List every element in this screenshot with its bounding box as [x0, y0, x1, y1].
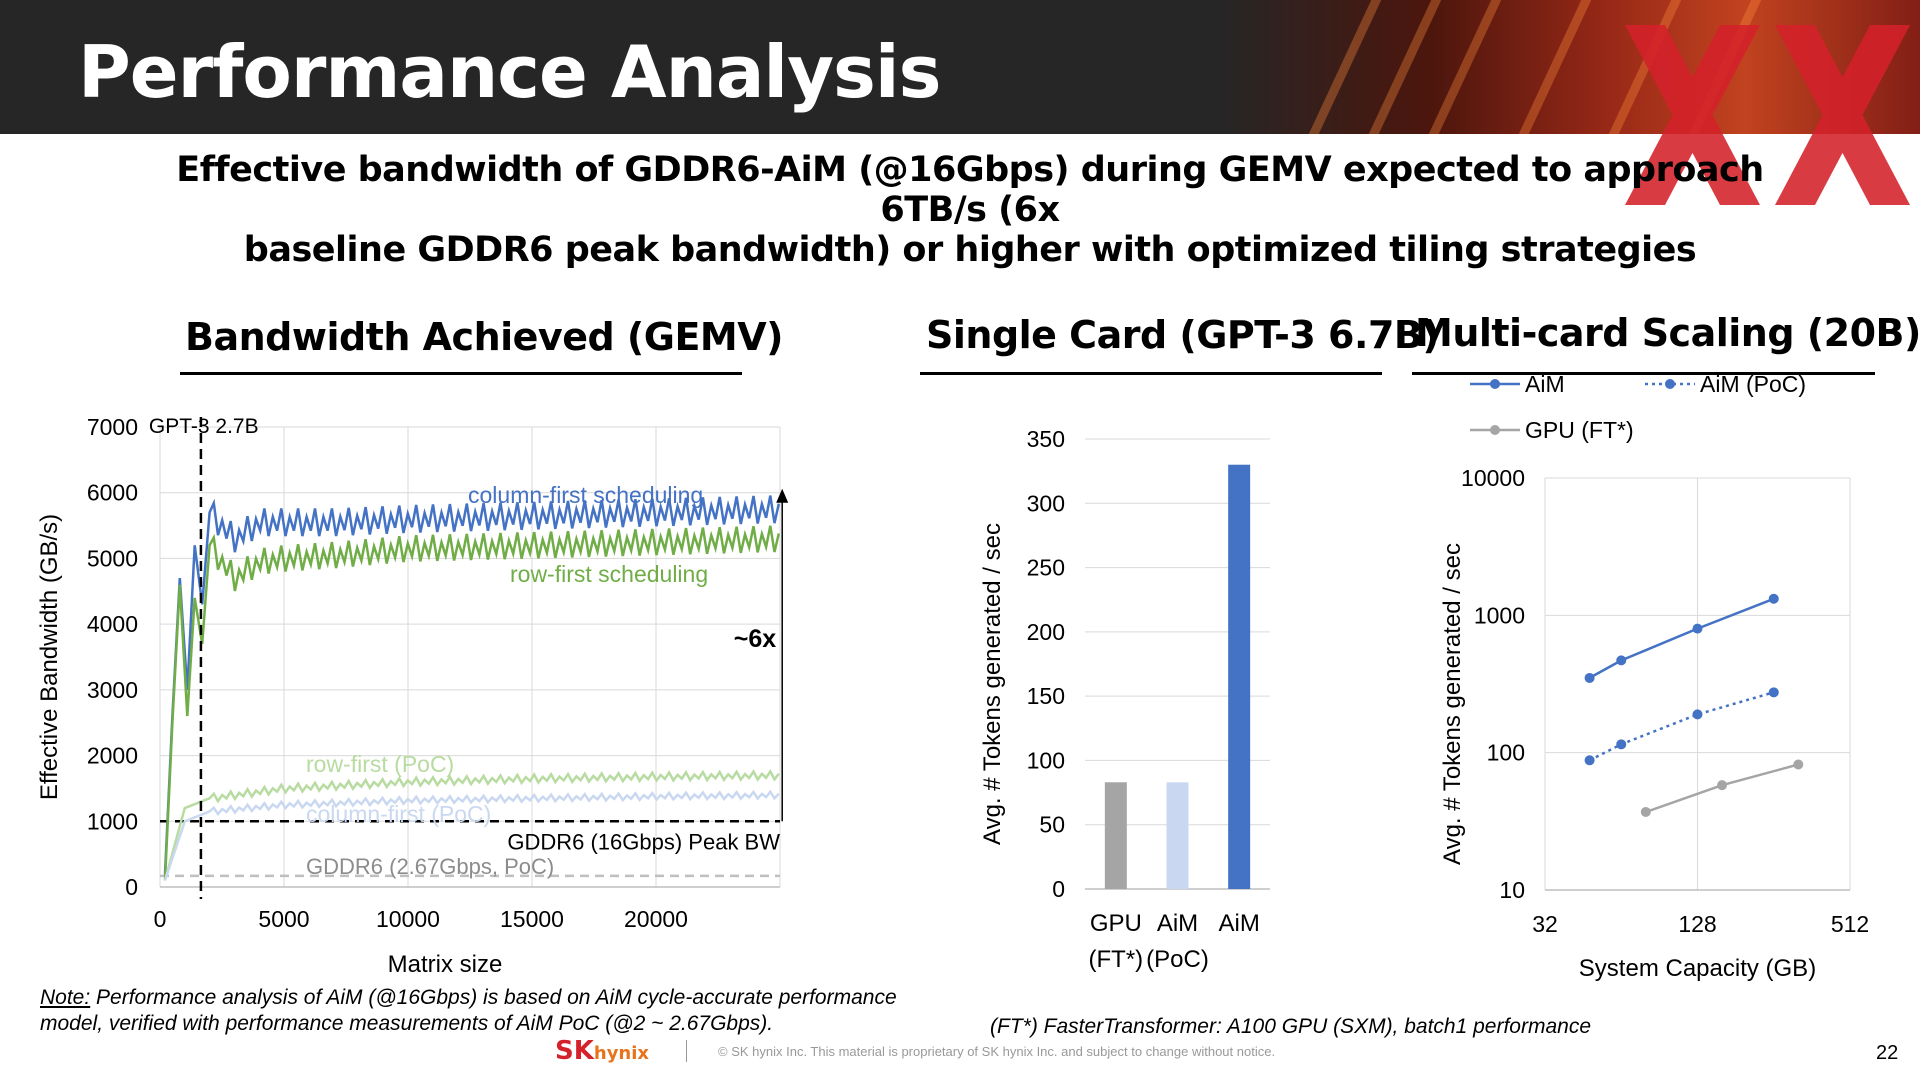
subtitle-line-2: baseline GDDR6 peak bandwidth) or higher… [243, 230, 1697, 270]
y-tick-label: 150 [1027, 683, 1065, 709]
x-tick-label: 32 [1532, 911, 1558, 937]
logo-sk: SK [555, 1036, 594, 1066]
category-label: AiM [1157, 910, 1198, 937]
series-line [163, 789, 780, 881]
subtitle: Effective bandwidth of GDDR6-AiM (@16Gbp… [130, 150, 1810, 270]
legend-swatch-marker [1665, 379, 1675, 389]
y-tick-label: 50 [1039, 812, 1065, 838]
footnote-label: Note: [40, 986, 91, 1009]
section-title-bandwidth: Bandwidth Achieved (GEMV) [185, 315, 784, 359]
data-point [1793, 759, 1804, 770]
single-card-bar-chart: 0 50 100 150 200 250 300 350 Avg. # Tokens gener… [979, 426, 1270, 973]
series-line [163, 768, 780, 881]
y-tick-label: 100 [1027, 747, 1065, 773]
section-rule-multi-card [1412, 372, 1875, 375]
data-point [1717, 780, 1728, 791]
y-tick-label: 3000 [87, 677, 138, 703]
x-tick-label: 15000 [500, 906, 564, 932]
y-tick-label: 350 [1027, 426, 1065, 452]
multi-card-scaling-chart: 10 100 1000 10000 32 128 512 System Capacity (G… [1439, 371, 1869, 982]
y-tick-label: 200 [1027, 619, 1065, 645]
y-tick-label: 0 [1052, 876, 1065, 902]
x-tick-label: 5000 [258, 906, 309, 932]
legend-swatch-marker [1490, 425, 1500, 435]
series-label: column-first (PoC) [306, 801, 491, 827]
data-point [1640, 806, 1651, 817]
bar [1228, 464, 1251, 889]
x-tick-label: 20000 [624, 906, 688, 932]
y-tick-label: 0 [125, 874, 138, 900]
data-point [1584, 672, 1595, 683]
section-rule-single-card [920, 372, 1382, 375]
copyright-text: © SK hynix Inc. This material is proprie… [718, 1044, 1276, 1059]
bandwidth-chart: 0 1000 2000 3000 4000 5000 6000 7000 0 5000 10000 1… [36, 414, 789, 978]
y-tick-label: 10000 [1461, 465, 1525, 491]
data-point [1692, 623, 1703, 634]
legend-swatch-marker [1490, 379, 1500, 389]
data-point [1616, 655, 1627, 666]
y-tick-label: 300 [1027, 490, 1065, 516]
series-line [163, 495, 781, 874]
category-label-sub: (FT*) [1089, 946, 1144, 973]
section-rule-bandwidth [180, 372, 742, 375]
sk-hynix-logo: SKhynix [555, 1036, 649, 1066]
footer-divider [686, 1040, 687, 1062]
x-tick-label: 10000 [376, 906, 440, 932]
y-tick-label: 7000 [87, 414, 138, 440]
data-point [1616, 739, 1627, 750]
legend-label: GPU (FT*) [1525, 417, 1634, 443]
y-tick-label: 250 [1027, 555, 1065, 581]
six-x-arrow-head [776, 488, 789, 503]
page-title: Performance Analysis [78, 30, 941, 114]
reference-label-peak-bw: GDDR6 (16Gbps) Peak BW [507, 829, 780, 854]
x-tick-label: 0 [154, 906, 167, 932]
y-tick-label: 4000 [87, 611, 138, 637]
data-point [1692, 709, 1703, 720]
six-x-label: ~6x [734, 625, 777, 653]
y-axis-title: Avg. # Tokens generated / sec [1439, 543, 1466, 865]
series-label: column-first scheduling [468, 482, 703, 508]
fastertransformer-note: (FT*) FasterTransformer: A100 GPU (SXM),… [990, 1015, 1592, 1038]
category-label: GPU [1090, 910, 1142, 937]
y-tick-label: 100 [1487, 740, 1525, 766]
series-label: row-first (PoC) [306, 751, 454, 777]
bar [1104, 782, 1127, 889]
legend-label: AiM (PoC) [1700, 371, 1806, 397]
footnote-line-1: Performance analysis of AiM (@16Gbps) is… [90, 986, 897, 1009]
gpt3-marker-label: GPT-3 2.7B [149, 415, 259, 438]
y-tick-label: 6000 [87, 480, 138, 506]
series-line [1588, 597, 1775, 679]
page-number: 22 [1876, 1042, 1899, 1064]
reference-label-poc: GDDR6 (2.67Gbps, PoC) [306, 854, 554, 879]
y-tick-label: 5000 [87, 545, 138, 571]
footnote: Note: Performance analysis of AiM (@16Gb… [40, 985, 897, 1037]
x-tick-label: 128 [1678, 911, 1716, 937]
category-label: AiM [1218, 910, 1259, 937]
x-tick-label: 512 [1831, 911, 1869, 937]
series-line [163, 525, 781, 881]
y-axis-title: Avg. # Tokens generated / sec [979, 523, 1006, 845]
series-line [1589, 691, 1775, 762]
category-label-sub: (PoC) [1146, 946, 1209, 973]
series-label: row-first scheduling [510, 561, 708, 587]
y-tick-label: 10 [1499, 877, 1525, 903]
footnote-line-2: model, verified with performance measure… [40, 1012, 774, 1035]
x-axis-title: System Capacity (GB) [1579, 955, 1816, 982]
y-tick-label: 1000 [1474, 602, 1525, 628]
data-point [1768, 687, 1779, 698]
section-title-multi-card: Multi-card Scaling (20B) [1415, 311, 1920, 355]
x-axis-title: Matrix size [388, 951, 503, 978]
subtitle-line-1: Effective bandwidth of GDDR6-AiM (@16Gbp… [176, 150, 1764, 230]
section-title-single-card: Single Card (GPT-3 6.7B) [926, 313, 1440, 357]
bar [1166, 782, 1189, 889]
logo-hynix: hynix [593, 1043, 650, 1064]
xx-watermark-logo [1625, 25, 1910, 205]
y-axis-title: Effective Bandwidth (GB/s) [36, 514, 63, 800]
y-tick-label: 2000 [87, 743, 138, 769]
data-point [1584, 755, 1595, 766]
data-point [1768, 593, 1779, 604]
legend-label: AiM [1525, 371, 1565, 397]
y-tick-label: 1000 [87, 808, 138, 834]
